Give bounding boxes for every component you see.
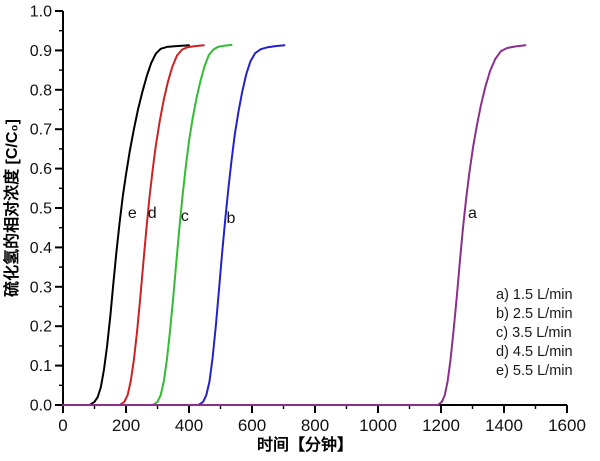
x-tick-label: 800 — [301, 416, 329, 435]
x-axis-title: 时间【分钟】 — [257, 435, 353, 454]
curve-label-e: e — [128, 205, 137, 222]
x-tick-label: 200 — [112, 416, 140, 435]
x-tick-label: 1000 — [359, 416, 397, 435]
x-axis: 0 200 400 600 800 1000 1200 1400 1600 — [58, 404, 586, 435]
x-tick-label: 1200 — [422, 416, 460, 435]
series-lines — [62, 43, 527, 406]
x-tick-label: 400 — [175, 416, 203, 435]
y-tick-label: 0.9 — [30, 43, 52, 60]
curve-label-c: c — [181, 208, 189, 225]
y-axis-title: 硫化氢的相对浓度 [C/C₀] — [2, 119, 21, 297]
series-b-line — [62, 44, 286, 406]
y-tick-label: 0.6 — [30, 161, 52, 178]
x-tick-label: 1600 — [548, 416, 586, 435]
y-tick-label: 0.2 — [30, 319, 52, 336]
legend-entry: d) 4.5 L/min — [496, 344, 573, 360]
series-c-line — [62, 43, 233, 406]
curve-label-b: b — [226, 210, 235, 227]
legend: a) 1.5 L/min b) 2.5 L/min c) 3.5 L/min d) 4… — [496, 287, 573, 379]
series-d-line — [62, 44, 205, 406]
y-tick-label: 0.0 — [30, 398, 52, 415]
x-tick-label: 1400 — [485, 416, 523, 435]
legend-entry: c) 3.5 L/min — [496, 325, 572, 341]
y-tick-label: 0.8 — [30, 82, 52, 99]
y-tick-label: 0.3 — [30, 279, 52, 296]
series-a-line — [62, 44, 527, 406]
series-e-line — [62, 44, 190, 406]
x-tick-label: 0 — [58, 416, 67, 435]
legend-entry: b) 2.5 L/min — [496, 306, 573, 322]
y-tick-label: 0.1 — [30, 358, 52, 375]
y-tick-label: 0.7 — [30, 122, 52, 139]
curve-label-d: d — [148, 205, 157, 222]
curve-label-a: a — [468, 205, 477, 222]
y-axis: 0.0 0.1 0.2 0.3 0.4 0.5 0.6 0.7 0.8 0.9 1.0 — [30, 4, 64, 415]
y-tick-label: 0.4 — [30, 240, 52, 257]
y-tick-label: 0.5 — [30, 201, 52, 218]
legend-entry: a) 1.5 L/min — [496, 287, 573, 303]
y-tick-label: 1.0 — [30, 4, 52, 21]
x-tick-label: 600 — [238, 416, 266, 435]
legend-entry: e) 5.5 L/min — [496, 363, 573, 379]
